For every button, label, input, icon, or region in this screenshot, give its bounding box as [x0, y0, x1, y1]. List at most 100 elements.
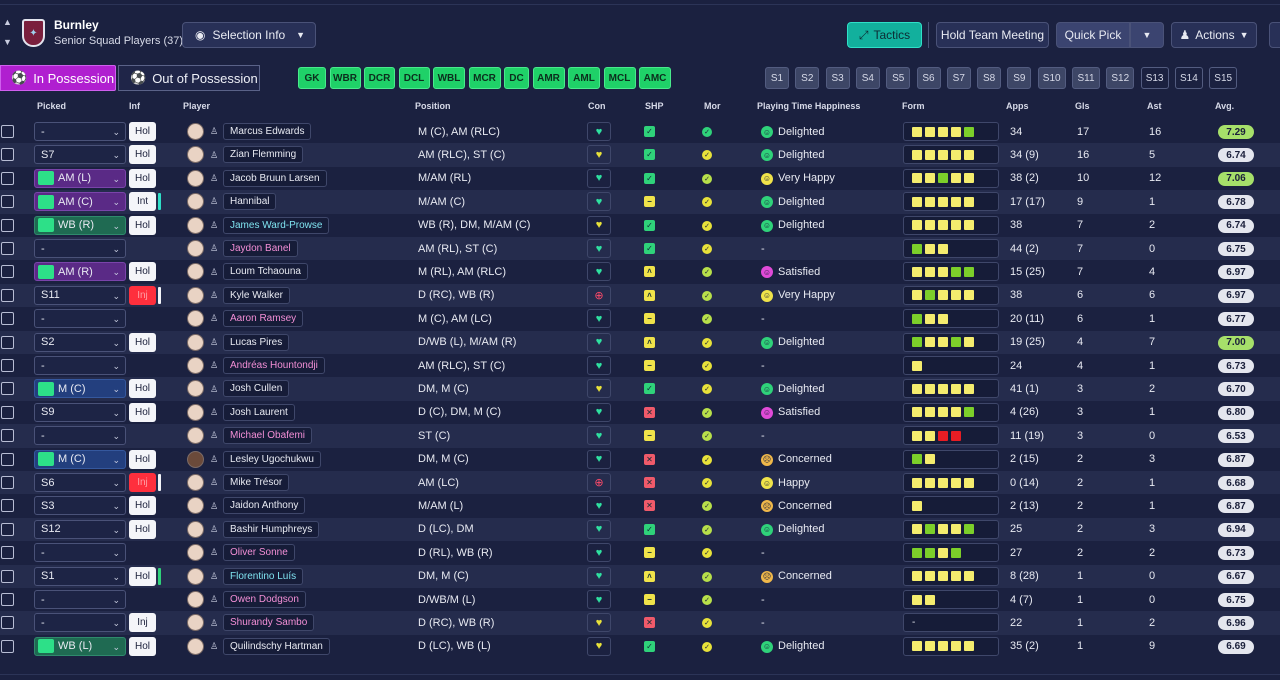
- chip-s7[interactable]: S7: [946, 67, 971, 89]
- chip-s11[interactable]: S11: [1072, 67, 1100, 89]
- chip-s8[interactable]: S8: [977, 67, 1002, 89]
- chip-s12[interactable]: S12: [1106, 67, 1135, 89]
- table-row[interactable]: AM (C) ⌄ Int ♙ Hannibal M/AM (C) ♥ − ✓ ☺ Delighted…: [0, 190, 1280, 214]
- chip-s13[interactable]: S13: [1140, 67, 1169, 89]
- chip-amc[interactable]: AMC: [639, 67, 671, 89]
- player-name[interactable]: Andréas Hountondji: [223, 357, 325, 374]
- table-row[interactable]: - ⌄ ♙ Jaydon Banel AM (RL), ST (C) ♥ ✓ ✓ -44 (2)…: [0, 237, 1280, 261]
- player-name[interactable]: Zian Flemming: [223, 146, 304, 164]
- in-possession-tab[interactable]: ⚽ In Possession: [0, 65, 116, 91]
- player-name[interactable]: Jaydon Banel: [223, 240, 298, 257]
- table-row[interactable]: S12 ⌄ Hol ♙ Bashir Humphreys D (LC), DM ♥ ✓ ✓ ☺ De…: [0, 517, 1280, 542]
- col-avg[interactable]: Avg.: [1215, 101, 1235, 111]
- picked-select[interactable]: S6 ⌄: [34, 473, 126, 492]
- chip-wbl[interactable]: WBL: [433, 67, 465, 89]
- select-checkbox[interactable]: [1, 499, 14, 513]
- chip-mcr[interactable]: MCR: [468, 67, 501, 89]
- col-shp[interactable]: SHP: [645, 101, 664, 111]
- select-checkbox[interactable]: [1, 125, 14, 138]
- select-checkbox[interactable]: [1, 195, 14, 209]
- table-row[interactable]: S6 ⌄ Inj ♙ Mike Trésor AM (LC) ⊕ ✕ ✓ ☺ Happy 0 (14)…: [0, 471, 1280, 495]
- chip-dcl[interactable]: DCL: [398, 67, 430, 89]
- table-row[interactable]: S3 ⌄ Hol ♙ Jaidon Anthony M/AM (L) ♥ ✕ ✓ ☹ Concern…: [0, 494, 1280, 517]
- tactics-button[interactable]: ⤢ Tactics: [847, 22, 922, 48]
- player-name[interactable]: Owen Dodgson: [223, 591, 306, 608]
- select-checkbox[interactable]: [1, 429, 14, 443]
- player-name[interactable]: Shurandy Sambo: [223, 614, 315, 632]
- col-mor[interactable]: Mor: [704, 101, 721, 111]
- table-row[interactable]: S9 ⌄ Hol ♙ Josh Laurent D (C), DM, M (C) ♥ ✕ ✓ ☺ S…: [0, 401, 1280, 424]
- col-inf[interactable]: Inf: [129, 101, 140, 111]
- picked-select[interactable]: - ⌄: [34, 543, 126, 563]
- player-name[interactable]: Lucas Pires: [223, 333, 290, 351]
- select-checkbox[interactable]: [1, 569, 14, 583]
- chip-s15[interactable]: S15: [1209, 67, 1238, 89]
- picked-select[interactable]: M (C) ⌄: [34, 379, 126, 399]
- picked-select[interactable]: - ⌄: [34, 309, 126, 329]
- player-name[interactable]: Lesley Ugochukwu: [223, 450, 321, 468]
- picked-select[interactable]: AM (R) ⌄: [34, 262, 126, 282]
- chip-s3[interactable]: S3: [825, 67, 850, 89]
- table-row[interactable]: AM (L) ⌄ Hol ♙ Jacob Bruun Larsen M/AM (RL) ♥ ✓…: [0, 167, 1280, 190]
- picked-select[interactable]: S1 ⌄: [34, 566, 126, 586]
- table-row[interactable]: S11 ⌄ Inj ♙ Kyle Walker D (RC), WB (R) ⊕ ˄ ✓ ☺ Ver…: [0, 283, 1280, 308]
- chip-s14[interactable]: S14: [1174, 67, 1203, 89]
- col-picked[interactable]: Picked: [37, 101, 67, 111]
- quick-pick-button[interactable]: Quick Pick: [1056, 22, 1130, 48]
- table-row[interactable]: S7 ⌄ Hol ♙ Zian Flemming AM (RLC), ST (C) ♥ ✓ ✓ ☺…: [0, 143, 1280, 167]
- out-of-possession-tab[interactable]: ⚽ Out of Possession: [118, 65, 260, 91]
- club-name[interactable]: Burnley: [54, 18, 99, 32]
- table-row[interactable]: - ⌄ ♙ Owen Dodgson D/WB/M (L) ♥ − ✓ -4 (7) 1 0 6.75: [0, 588, 1280, 611]
- select-checkbox[interactable]: [1, 405, 14, 419]
- chip-mcl[interactable]: MCL: [603, 67, 636, 89]
- picked-select[interactable]: - ⌄: [34, 590, 126, 609]
- chip-wbr[interactable]: WBR: [329, 67, 361, 89]
- select-checkbox[interactable]: [1, 382, 14, 396]
- table-row[interactable]: WB (R) ⌄ Hol ♙ James Ward-Prowse WB (R), DM, …: [0, 214, 1280, 237]
- chip-amr[interactable]: AMR: [532, 67, 565, 89]
- select-checkbox[interactable]: [1, 522, 14, 536]
- picked-select[interactable]: S12 ⌄: [34, 519, 126, 539]
- picked-select[interactable]: - ⌄: [34, 239, 126, 258]
- col-gls[interactable]: Gls: [1075, 101, 1090, 111]
- picked-select[interactable]: AM (C) ⌄: [34, 192, 126, 212]
- col-apps[interactable]: Apps: [1006, 101, 1029, 111]
- player-name[interactable]: Aaron Ramsey: [223, 310, 304, 328]
- chip-s9[interactable]: S9: [1007, 67, 1032, 89]
- chip-s5[interactable]: S5: [886, 67, 911, 89]
- table-row[interactable]: M (C) ⌄ Hol ♙ Lesley Ugochukwu DM, M (C) ♥ ✕ ✓ ☹ C…: [0, 448, 1280, 471]
- player-name[interactable]: Josh Laurent: [223, 403, 295, 421]
- picked-select[interactable]: S7 ⌄: [34, 145, 126, 165]
- chip-s1[interactable]: S1: [765, 67, 789, 89]
- picked-select[interactable]: WB (L) ⌄: [34, 636, 126, 656]
- select-checkbox[interactable]: [1, 476, 14, 489]
- picked-select[interactable]: - ⌄: [34, 356, 126, 375]
- table-row[interactable]: - ⌄ Inj ♙ Shurandy Sambo D (RC), WB (R) ♥ ✕ ✓ - -2…: [0, 611, 1280, 635]
- player-name[interactable]: James Ward-Prowse: [223, 216, 330, 234]
- player-name[interactable]: Loum Tchaouna: [223, 263, 308, 281]
- player-name[interactable]: Marcus Edwards: [223, 123, 312, 140]
- player-name[interactable]: Mike Trésor: [223, 474, 290, 491]
- player-name[interactable]: Josh Cullen: [223, 380, 290, 398]
- select-checkbox[interactable]: [1, 616, 14, 630]
- table-row[interactable]: - ⌄ ♙ Oliver Sonne D (RL), WB (R) ♥ − ✓ -27 2 2 6.7…: [0, 541, 1280, 564]
- table-row[interactable]: - ⌄ ♙ Aaron Ramsey M (C), AM (LC) ♥ − ✓ -20 (11)…: [0, 307, 1280, 330]
- select-checkbox[interactable]: [1, 148, 14, 162]
- picked-select[interactable]: M (C) ⌄: [34, 449, 126, 469]
- picked-select[interactable]: - ⌄: [34, 613, 126, 633]
- picked-select[interactable]: AM (L) ⌄: [34, 168, 126, 188]
- quick-pick-dropdown-button[interactable]: ▼: [1130, 22, 1164, 48]
- picked-select[interactable]: S3 ⌄: [34, 496, 126, 516]
- chip-gk[interactable]: GK: [298, 67, 326, 89]
- select-checkbox[interactable]: [1, 359, 14, 372]
- selection-info-button[interactable]: ◉ Selection Info ▼: [182, 22, 316, 48]
- player-name[interactable]: Quilindschy Hartman: [223, 637, 330, 655]
- select-checkbox[interactable]: [1, 242, 14, 255]
- table-row[interactable]: AM (R) ⌄ Hol ♙ Loum Tchaouna M (RL), AM (RLC)…: [0, 260, 1280, 283]
- table-row[interactable]: - ⌄ Hol ♙ Marcus Edwards M (C), AM (RLC) ♥ ✓ ✓ ☺ D…: [0, 120, 1280, 143]
- col-con[interactable]: Con: [588, 101, 606, 111]
- picked-select[interactable]: S9 ⌄: [34, 402, 126, 422]
- picked-select[interactable]: WB (R) ⌄: [34, 215, 126, 235]
- col-pth[interactable]: Playing Time Happiness: [757, 101, 861, 111]
- chip-s4[interactable]: S4: [855, 67, 880, 89]
